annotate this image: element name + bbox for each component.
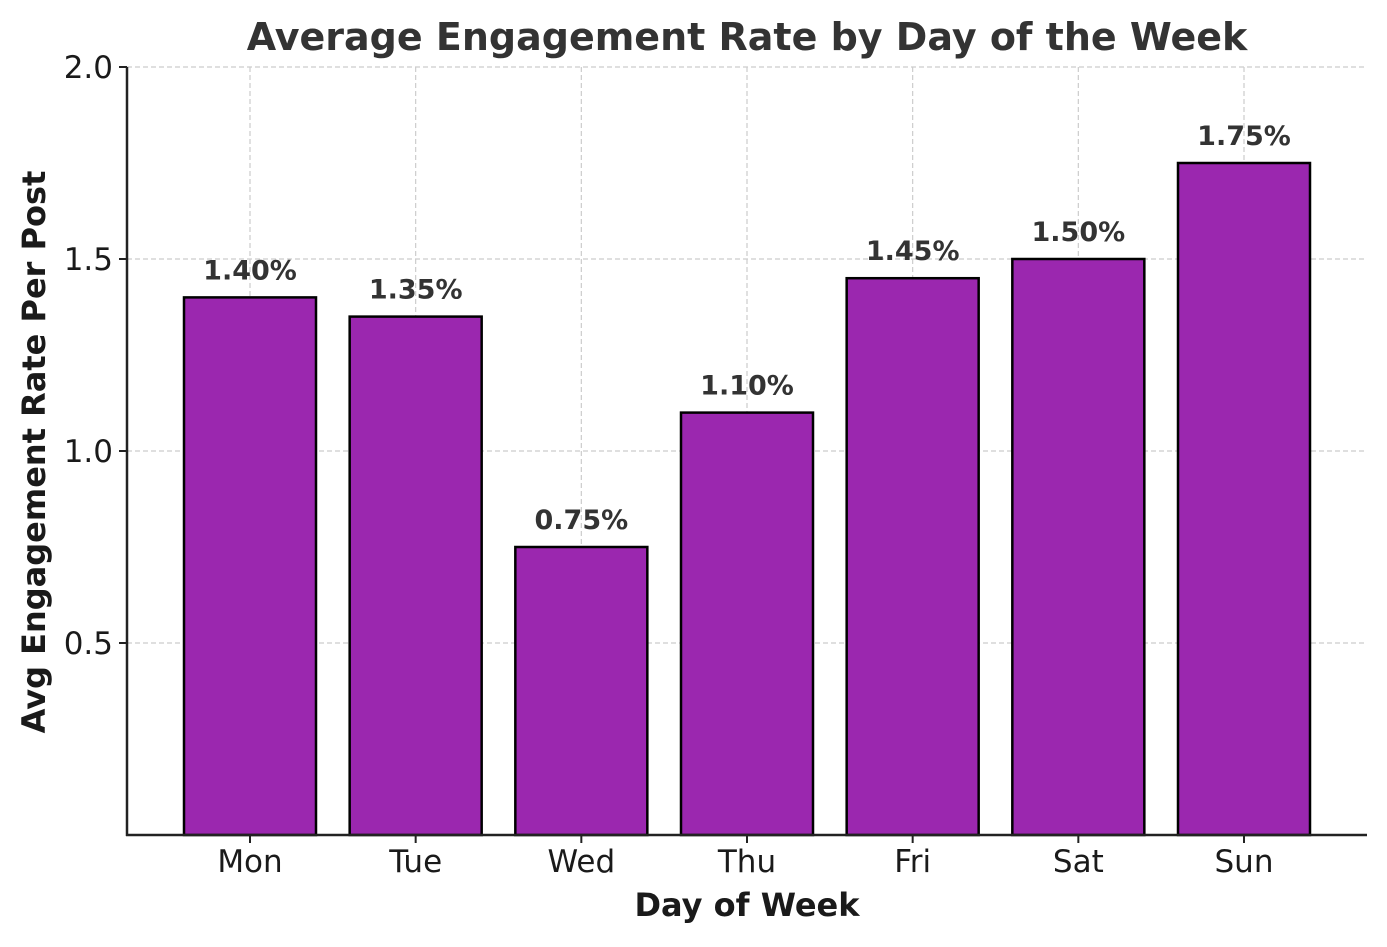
bar-value-label: 1.10% [700, 371, 794, 402]
x-tick-label: Sun [1215, 844, 1274, 880]
bar-sun [1176, 161, 1312, 837]
x-tick-label: Tue [388, 844, 442, 880]
bar-mon [182, 296, 318, 837]
x-axis-label: Day of Week [634, 886, 860, 924]
x-tick-label: Mon [217, 844, 282, 880]
bar-value-label: 1.40% [203, 255, 297, 286]
bar-value-label: 0.75% [534, 505, 628, 536]
y-tick-label: 1.0 [64, 434, 113, 470]
bar-value-label: 1.45% [866, 236, 960, 267]
chart-title: Average Engagement Rate by Day of the We… [247, 15, 1248, 59]
y-axis-label: Avg Engagement Rate Per Post [15, 171, 53, 734]
bars-layer [182, 161, 1312, 837]
bar-value-label: 1.35% [369, 275, 463, 306]
bar-value-label: 1.75% [1197, 121, 1291, 152]
x-tick-label: Thu [717, 844, 776, 880]
bar-sat [1011, 257, 1146, 837]
bar-wed [514, 545, 649, 837]
bar-thu [679, 411, 815, 837]
y-tick-label: 0.5 [64, 626, 113, 662]
labels-layer: 0.5 1.0 1.5 2.0 Mon Tue Wed Thu Fri Sat Sun 1.40% 1.… [64, 50, 1291, 880]
bar-fri [845, 276, 980, 837]
x-tick-label: Sat [1053, 844, 1104, 880]
bar-tue [348, 315, 483, 837]
bar-value-label: 1.50% [1031, 217, 1125, 248]
axes-layer [119, 66, 1367, 843]
x-tick-label: Wed [548, 844, 616, 880]
x-tick-label: Fri [894, 844, 931, 880]
y-tick-label: 2.0 [64, 50, 113, 86]
y-tick-label: 1.5 [64, 242, 113, 278]
